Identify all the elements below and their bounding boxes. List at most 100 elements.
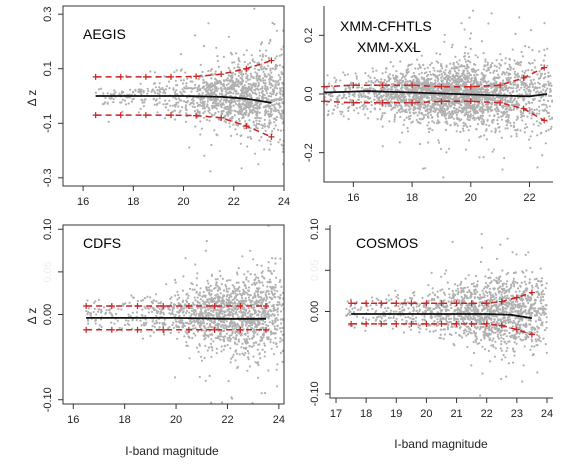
scatter-point	[335, 79, 337, 81]
scatter-point	[132, 91, 134, 93]
scatter-point	[243, 116, 245, 118]
scatter-point	[440, 148, 442, 150]
scatter-point	[481, 108, 483, 110]
scatter-point	[282, 112, 284, 114]
scatter-point	[210, 310, 212, 312]
scatter-point	[426, 75, 428, 77]
scatter-point	[548, 115, 550, 117]
scatter-point	[338, 94, 340, 96]
scatter-point	[259, 281, 261, 283]
scatter-point	[444, 34, 446, 36]
scatter-point	[484, 99, 486, 101]
scatter-point	[513, 122, 515, 124]
scatter-point	[459, 76, 461, 78]
scatter-point	[230, 91, 232, 93]
scatter-point	[386, 99, 388, 101]
scatter-point	[216, 134, 218, 136]
scatter-point	[273, 100, 275, 102]
scatter-point	[326, 74, 328, 76]
lower-band-marker	[93, 112, 99, 118]
scatter-point	[87, 320, 89, 322]
scatter-point	[466, 126, 468, 128]
scatter-point	[241, 294, 243, 296]
scatter-point	[278, 82, 280, 84]
scatter-point	[235, 312, 237, 314]
scatter-point	[437, 119, 439, 121]
scatter-point	[247, 289, 249, 291]
scatter-point	[474, 103, 476, 105]
scatter-point	[279, 76, 281, 78]
scatter-point	[507, 101, 509, 103]
scatter-point	[530, 29, 532, 31]
scatter-point	[414, 67, 416, 69]
scatter-point	[476, 89, 478, 91]
scatter-point	[140, 92, 142, 94]
scatter-point	[208, 107, 210, 109]
scatter-point	[185, 257, 187, 259]
scatter-point	[270, 122, 272, 124]
scatter-point	[514, 33, 516, 35]
scatter-point	[229, 347, 231, 349]
scatter-point	[236, 282, 238, 284]
scatter-point	[271, 76, 273, 78]
scatter-point	[264, 106, 266, 108]
scatter-point	[263, 97, 265, 99]
scatter-point	[526, 126, 528, 128]
scatter-point	[264, 112, 266, 114]
scatter-point	[431, 98, 433, 100]
scatter-point	[276, 346, 278, 348]
scatter-point	[253, 309, 255, 311]
scatter-point	[281, 54, 283, 56]
scatter-point	[514, 76, 516, 78]
scatter-point	[246, 330, 248, 332]
scatter-point	[175, 80, 177, 82]
scatter-point	[466, 72, 468, 74]
scatter-point	[172, 105, 174, 107]
scatter-point	[332, 112, 334, 114]
scatter-point	[174, 93, 176, 95]
scatter-point	[489, 115, 491, 117]
scatter-point	[548, 112, 550, 114]
scatter-point	[247, 95, 249, 97]
scatter-point	[232, 105, 234, 107]
scatter-point	[510, 87, 512, 89]
scatter-point	[200, 98, 202, 100]
scatter-point	[394, 97, 396, 99]
scatter-point	[363, 103, 365, 105]
scatter-point	[235, 103, 237, 105]
scatter-point	[217, 278, 219, 280]
scatter-point	[255, 290, 257, 292]
scatter-point	[472, 71, 474, 73]
scatter-point	[259, 357, 261, 359]
scatter-point	[445, 129, 447, 131]
scatter-point	[546, 65, 548, 67]
scatter-point	[263, 342, 265, 344]
scatter-point	[274, 309, 276, 311]
scatter-point	[455, 72, 457, 74]
scatter-point	[198, 93, 200, 95]
scatter-point	[153, 83, 155, 85]
scatter-point	[141, 324, 143, 326]
scatter-point	[543, 110, 545, 112]
scatter-point	[273, 128, 275, 130]
scatter-point	[548, 83, 550, 85]
scatter-point	[406, 111, 408, 113]
scatter-point	[380, 82, 382, 84]
scatter-point	[477, 56, 479, 58]
scatter-point	[189, 103, 191, 105]
x-tick-label: 22	[523, 192, 535, 204]
scatter-point	[419, 98, 421, 100]
scatter-point	[241, 353, 243, 355]
scatter-point	[230, 135, 232, 137]
scatter-point	[201, 71, 203, 73]
scatter-point	[531, 49, 533, 51]
scatter-point	[153, 323, 155, 325]
scatter-point	[111, 97, 113, 99]
scatter-point	[245, 81, 247, 83]
scatter-point	[218, 66, 220, 68]
scatter-point	[339, 79, 341, 81]
scatter-point	[480, 81, 482, 83]
scatter-point	[215, 294, 217, 296]
scatter-point	[445, 82, 447, 84]
scatter-point	[264, 114, 266, 116]
